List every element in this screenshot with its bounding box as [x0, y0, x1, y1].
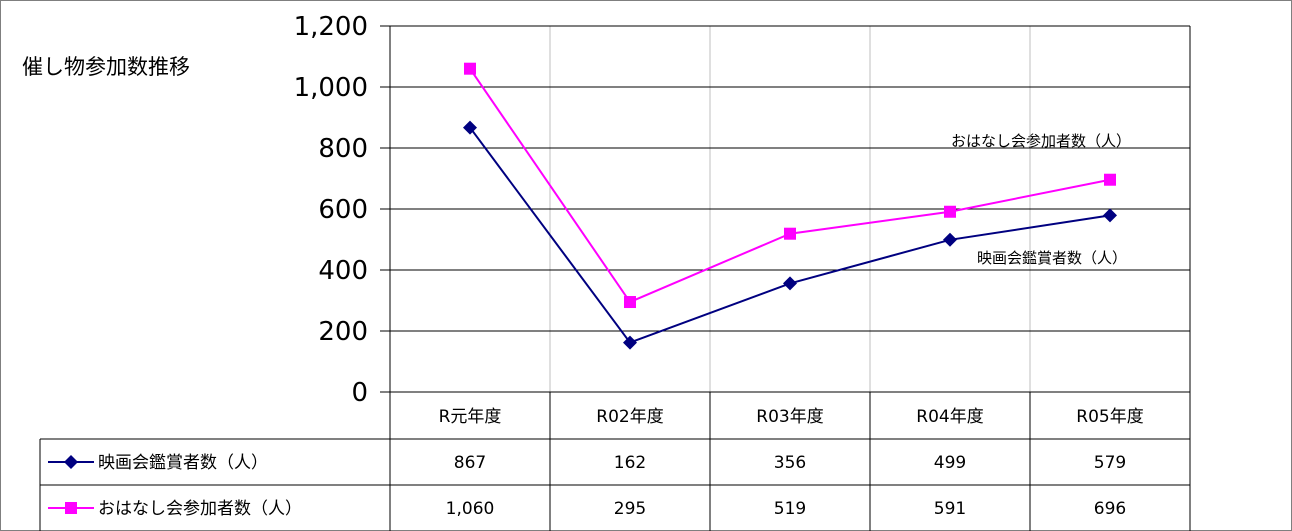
- table-value-cell: 295: [614, 499, 646, 519]
- x-category-label: R05年度: [1076, 407, 1143, 427]
- x-category-label: R元年度: [439, 407, 502, 427]
- series-layer: [463, 62, 1117, 350]
- data-point: [944, 205, 956, 218]
- data-point: [783, 276, 797, 291]
- data-point: [1104, 173, 1116, 186]
- y-tick-label: 1,200: [294, 12, 368, 42]
- y-tick-label: 1,000: [294, 73, 368, 103]
- data-point: [1103, 208, 1117, 223]
- data-point: [623, 335, 637, 350]
- series-annotation-ohanashi: おはなし会参加者数（人）: [951, 132, 1131, 150]
- y-tick-label: 600: [318, 195, 368, 225]
- table-value-cell: 356: [774, 453, 806, 473]
- legend-series-name: おはなし会参加者数（人）: [98, 499, 302, 519]
- data-point: [784, 227, 796, 240]
- series-annotation-eiga: 映画会鑑賞者数（人）: [977, 249, 1127, 267]
- data-point: [624, 296, 636, 309]
- x-category-label: R03年度: [756, 407, 823, 427]
- table-value-cell: 867: [454, 453, 486, 473]
- x-category-label: R04年度: [916, 407, 983, 427]
- y-tick-label: 400: [318, 256, 368, 286]
- grid-layer: 0 200 400 600 800 1,000 1,200: [294, 12, 1191, 531]
- legend-series-name: 映画会鑑賞者数（人）: [98, 453, 268, 473]
- x-category-label: R02年度: [596, 407, 663, 427]
- table-value-cell: 696: [1094, 499, 1126, 519]
- legend-key-marker: [64, 455, 78, 469]
- y-tick-label: 0: [351, 378, 368, 408]
- table-value-cell: 1,060: [446, 499, 495, 519]
- data-point: [943, 232, 957, 247]
- table-value-cell: 162: [614, 453, 646, 473]
- table-value-cell: 579: [1094, 453, 1126, 473]
- y-tick-label: 200: [318, 317, 368, 347]
- y-tick-label: 800: [318, 134, 368, 164]
- data-point: [463, 120, 477, 135]
- table-value-cell: 499: [934, 453, 966, 473]
- series-line: [469, 68, 1111, 304]
- legend-key-marker: [65, 502, 77, 514]
- table-value-cell: 519: [774, 499, 806, 519]
- data-point: [464, 62, 476, 75]
- chart-title: 催し物参加数推移: [22, 55, 190, 79]
- table-value-cell: 591: [934, 499, 966, 519]
